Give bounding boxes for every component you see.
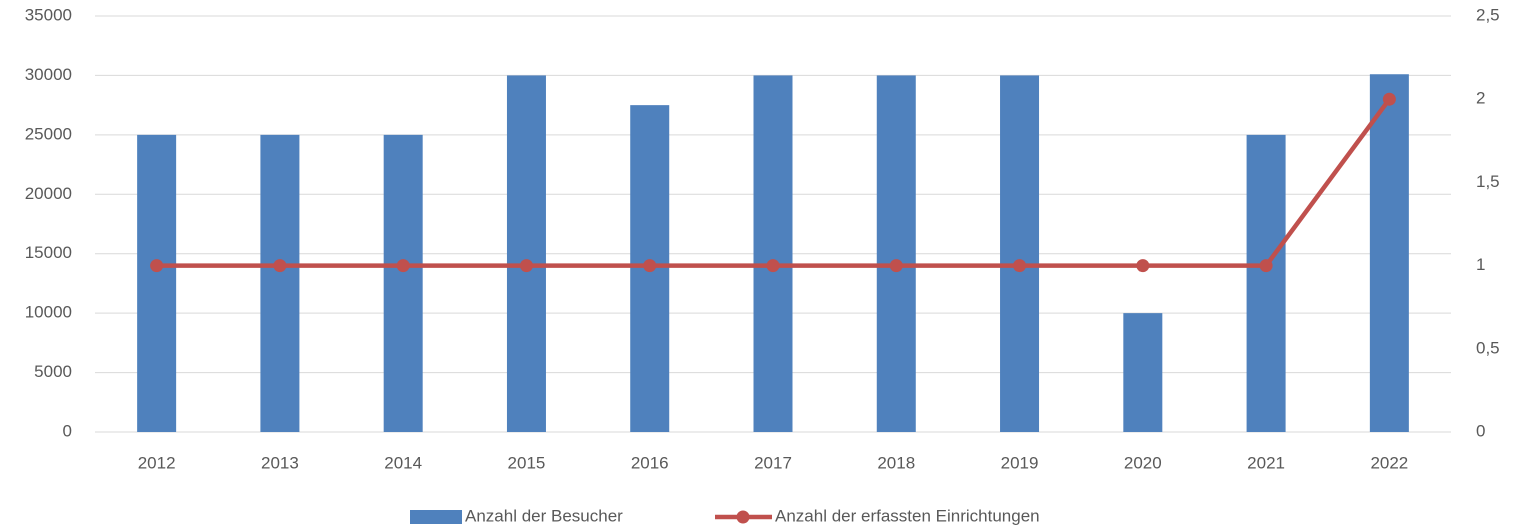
line-marker bbox=[766, 259, 780, 273]
bar bbox=[1123, 313, 1163, 432]
bar bbox=[753, 75, 793, 432]
bar bbox=[876, 75, 916, 432]
x-tick-label: 2021 bbox=[1247, 453, 1285, 472]
x-tick-label: 2017 bbox=[754, 453, 792, 472]
y2-tick-label: 0,5 bbox=[1476, 338, 1500, 357]
y-tick-label: 10000 bbox=[25, 303, 72, 322]
x-tick-label: 2022 bbox=[1370, 453, 1408, 472]
x-tick-label: 2013 bbox=[261, 453, 299, 472]
line-marker bbox=[889, 259, 903, 273]
y2-tick-label: 0 bbox=[1476, 421, 1485, 440]
bar bbox=[1000, 75, 1040, 432]
bar bbox=[383, 134, 423, 432]
bar bbox=[1369, 74, 1409, 433]
x-tick-label: 2012 bbox=[138, 453, 176, 472]
x-tick-label: 2019 bbox=[1001, 453, 1039, 472]
x-tick-label: 2014 bbox=[384, 453, 422, 472]
y-tick-label: 25000 bbox=[25, 124, 72, 143]
y-tick-label: 15000 bbox=[25, 243, 72, 262]
y-tick-label: 35000 bbox=[25, 5, 72, 24]
x-tick-label: 2020 bbox=[1124, 453, 1162, 472]
line-marker bbox=[150, 259, 164, 273]
line-marker bbox=[1013, 259, 1027, 273]
y2-tick-label: 2 bbox=[1476, 89, 1485, 108]
line-marker bbox=[396, 259, 410, 273]
x-tick-label: 2018 bbox=[877, 453, 915, 472]
line-marker bbox=[1259, 259, 1273, 273]
y-tick-label: 0 bbox=[63, 421, 72, 440]
y-tick-label: 20000 bbox=[25, 184, 72, 203]
y2-tick-label: 1 bbox=[1476, 255, 1485, 274]
legend-label: Anzahl der Besucher bbox=[465, 506, 623, 525]
line-marker bbox=[519, 259, 533, 273]
x-tick-label: 2015 bbox=[508, 453, 546, 472]
bar bbox=[1246, 134, 1286, 432]
bar bbox=[506, 75, 546, 432]
legend-marker bbox=[736, 510, 750, 524]
x-tick-label: 2016 bbox=[631, 453, 669, 472]
bar bbox=[137, 134, 177, 432]
line-marker bbox=[1382, 92, 1396, 106]
legend-label: Anzahl der erfassten Einrichtungen bbox=[775, 506, 1040, 525]
legend-swatch bbox=[410, 510, 462, 524]
line-marker bbox=[1136, 259, 1150, 273]
bar bbox=[260, 134, 300, 432]
line-marker bbox=[273, 259, 287, 273]
y-tick-label: 5000 bbox=[34, 362, 72, 381]
y2-tick-label: 1,5 bbox=[1476, 172, 1500, 191]
y-tick-label: 30000 bbox=[25, 65, 72, 84]
y2-tick-label: 2,5 bbox=[1476, 5, 1500, 24]
line-marker bbox=[643, 259, 657, 273]
